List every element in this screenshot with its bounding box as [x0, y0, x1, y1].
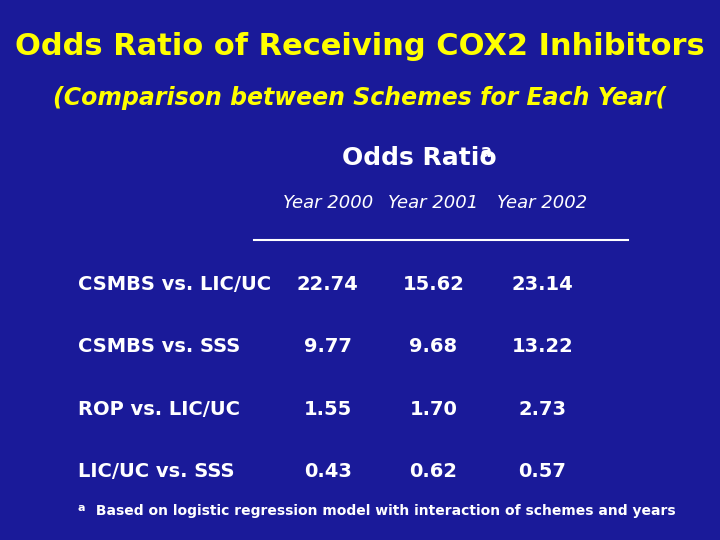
Text: Odds Ratio: Odds Ratio	[341, 146, 496, 170]
Text: 22.74: 22.74	[297, 275, 359, 294]
Text: CSMBS vs. SSS: CSMBS vs. SSS	[78, 338, 240, 356]
Text: CSMBS vs. LIC/UC: CSMBS vs. LIC/UC	[78, 275, 271, 294]
Text: Year 2000: Year 2000	[282, 194, 373, 212]
Text: 9.68: 9.68	[410, 338, 458, 356]
Text: 9.77: 9.77	[304, 338, 351, 356]
Text: 23.14: 23.14	[511, 275, 573, 294]
Text: 0.57: 0.57	[518, 462, 567, 481]
Text: ROP vs. LIC/UC: ROP vs. LIC/UC	[78, 400, 240, 419]
Text: 1.55: 1.55	[304, 400, 352, 419]
Text: 2.73: 2.73	[518, 400, 567, 419]
Text: 15.62: 15.62	[402, 275, 464, 294]
Text: a: a	[78, 503, 85, 513]
Text: 1.70: 1.70	[410, 400, 457, 419]
Text: Odds Ratio of Receiving COX2 Inhibitors: Odds Ratio of Receiving COX2 Inhibitors	[15, 32, 705, 62]
Text: Based on logistic regression model with interaction of schemes and years: Based on logistic regression model with …	[91, 504, 675, 518]
Text: Year 2002: Year 2002	[498, 194, 588, 212]
Text: LIC/UC vs. SSS: LIC/UC vs. SSS	[78, 462, 234, 481]
Text: 0.43: 0.43	[304, 462, 351, 481]
Text: a: a	[474, 143, 492, 160]
Text: 13.22: 13.22	[511, 338, 573, 356]
Text: Year 2001: Year 2001	[388, 194, 479, 212]
Text: 0.62: 0.62	[410, 462, 457, 481]
Text: (Comparison between Schemes for Each Year(: (Comparison between Schemes for Each Yea…	[53, 86, 667, 110]
